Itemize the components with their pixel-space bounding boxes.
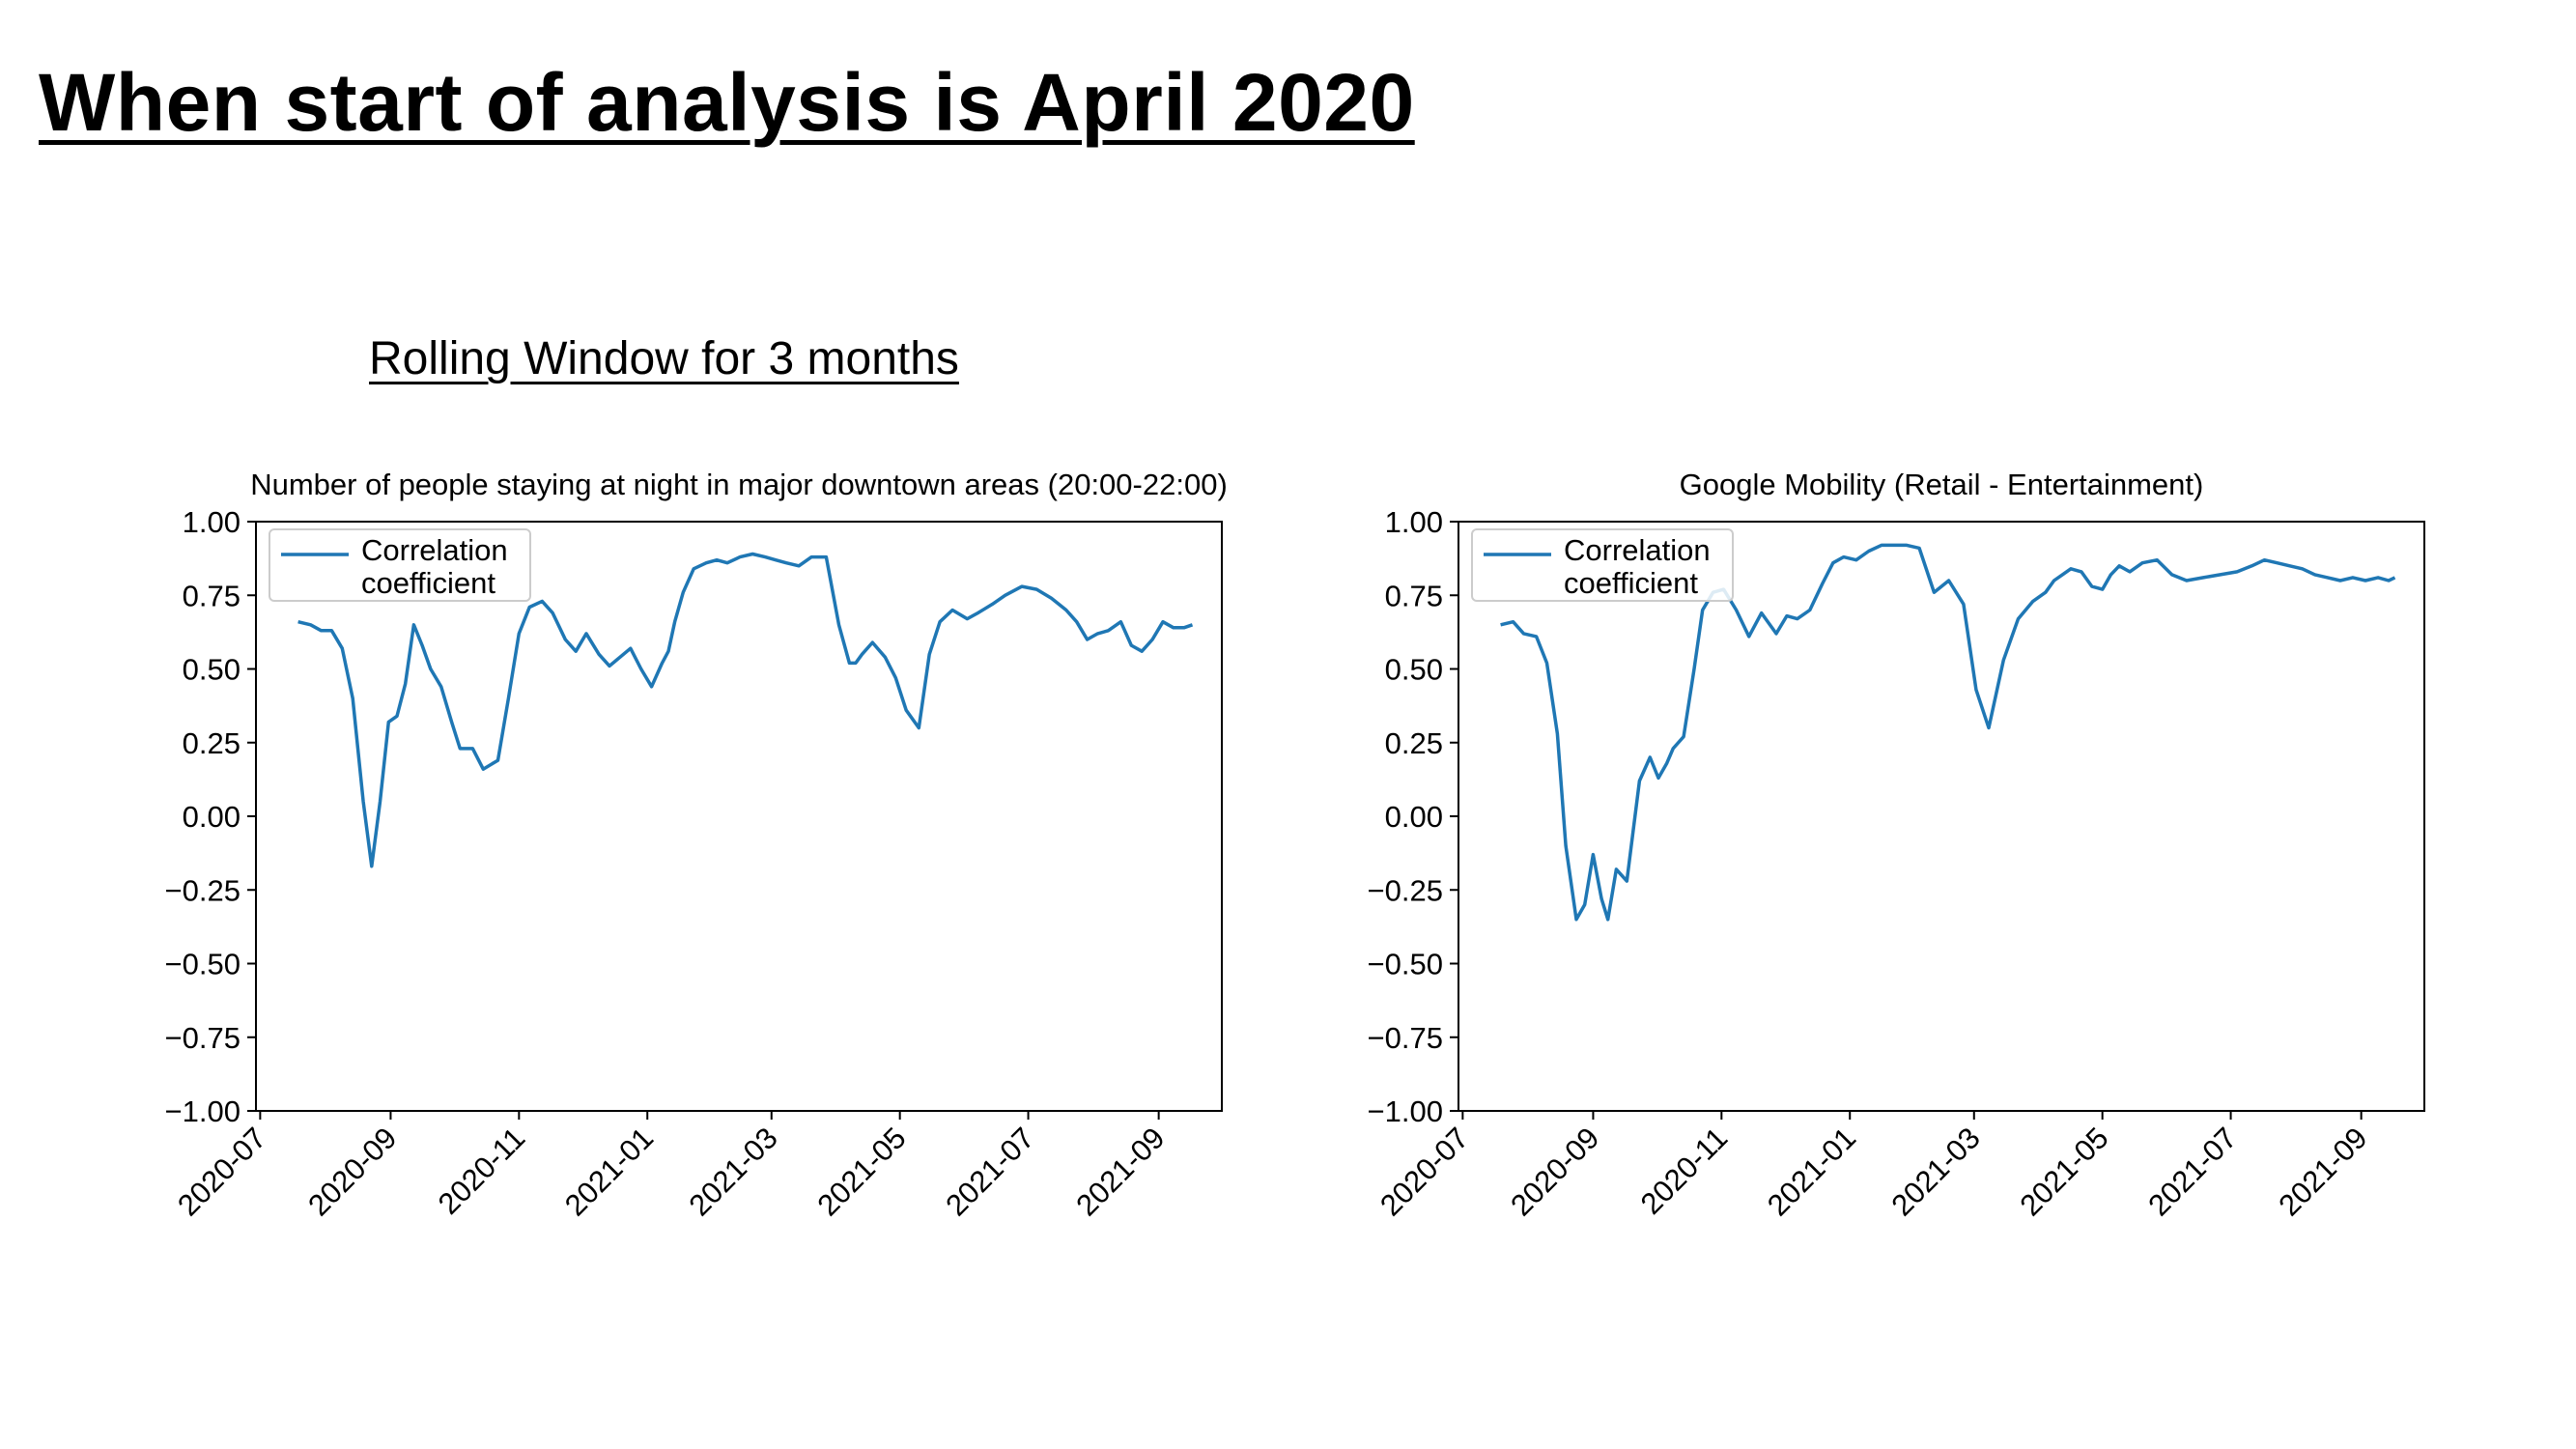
- x-tick-label: 2020-07: [1373, 1121, 1475, 1222]
- x-tick-label: 2021-05: [810, 1121, 912, 1222]
- slide-title: When start of analysis is April 2020: [39, 57, 1415, 148]
- x-tick-label: 2020-09: [1504, 1121, 1605, 1222]
- legend-label: coefficient: [361, 566, 495, 600]
- y-tick-label: −0.50: [1368, 948, 1443, 981]
- x-tick-label: 2020-09: [301, 1121, 403, 1222]
- y-tick-label: 0.50: [1385, 653, 1443, 687]
- y-tick-label: −0.25: [1368, 873, 1443, 907]
- legend-box: [1471, 528, 1734, 602]
- legend-label: Correlation: [361, 533, 508, 567]
- legend-box: [269, 528, 531, 602]
- y-tick-label: −0.50: [165, 948, 241, 981]
- series-line: [297, 552, 1194, 868]
- x-tick-label: 2020-11: [432, 1121, 532, 1221]
- y-tick-label: 0.75: [1385, 579, 1443, 612]
- chart-title: Number of people staying at night in maj…: [250, 468, 1228, 501]
- google-mobility-correlation-chart: Google Mobility (Retail - Entertainment)…: [1368, 468, 2425, 1222]
- y-tick-label: −1.00: [1368, 1094, 1443, 1128]
- y-tick-label: −1.00: [165, 1094, 241, 1128]
- y-tick-label: 1.00: [183, 505, 241, 539]
- y-tick-label: −0.25: [165, 873, 241, 907]
- legend-label: coefficient: [1564, 566, 1698, 600]
- x-tick-label: 2021-05: [2013, 1121, 2114, 1222]
- y-tick-label: 0.25: [183, 726, 241, 760]
- x-tick-label: 2021-03: [1885, 1121, 1987, 1222]
- y-tick-label: 0.75: [183, 579, 241, 612]
- x-tick-label: 2021-07: [939, 1121, 1040, 1222]
- x-tick-label: 2021-01: [558, 1121, 660, 1222]
- legend-label: Correlation: [1564, 533, 1711, 567]
- x-tick-label: 2021-01: [1761, 1121, 1862, 1222]
- series-line: [1500, 543, 2396, 922]
- x-tick-label: 2021-09: [2272, 1121, 2373, 1222]
- chart-title: Google Mobility (Retail - Entertainment): [1680, 468, 2204, 501]
- slide-subtitle: Rolling Window for 3 months: [369, 333, 959, 384]
- downtown-night-correlation-chart: Number of people staying at night in maj…: [165, 468, 1228, 1222]
- y-tick-label: −0.75: [165, 1021, 241, 1055]
- plot-frame: [255, 521, 1223, 1112]
- x-tick-label: 2020-11: [1634, 1121, 1735, 1221]
- y-tick-label: 0.00: [1385, 800, 1443, 834]
- plot-frame: [1458, 521, 2425, 1112]
- y-tick-label: −0.75: [1368, 1021, 1443, 1055]
- y-tick-label: 1.00: [1385, 505, 1443, 539]
- x-tick-label: 2021-07: [2141, 1121, 2243, 1222]
- y-tick-label: 0.50: [183, 653, 241, 687]
- x-tick-label: 2020-07: [171, 1121, 272, 1222]
- x-tick-label: 2021-03: [683, 1121, 784, 1222]
- x-tick-label: 2021-09: [1069, 1121, 1171, 1222]
- y-tick-label: 0.25: [1385, 726, 1443, 760]
- y-tick-label: 0.00: [183, 800, 241, 834]
